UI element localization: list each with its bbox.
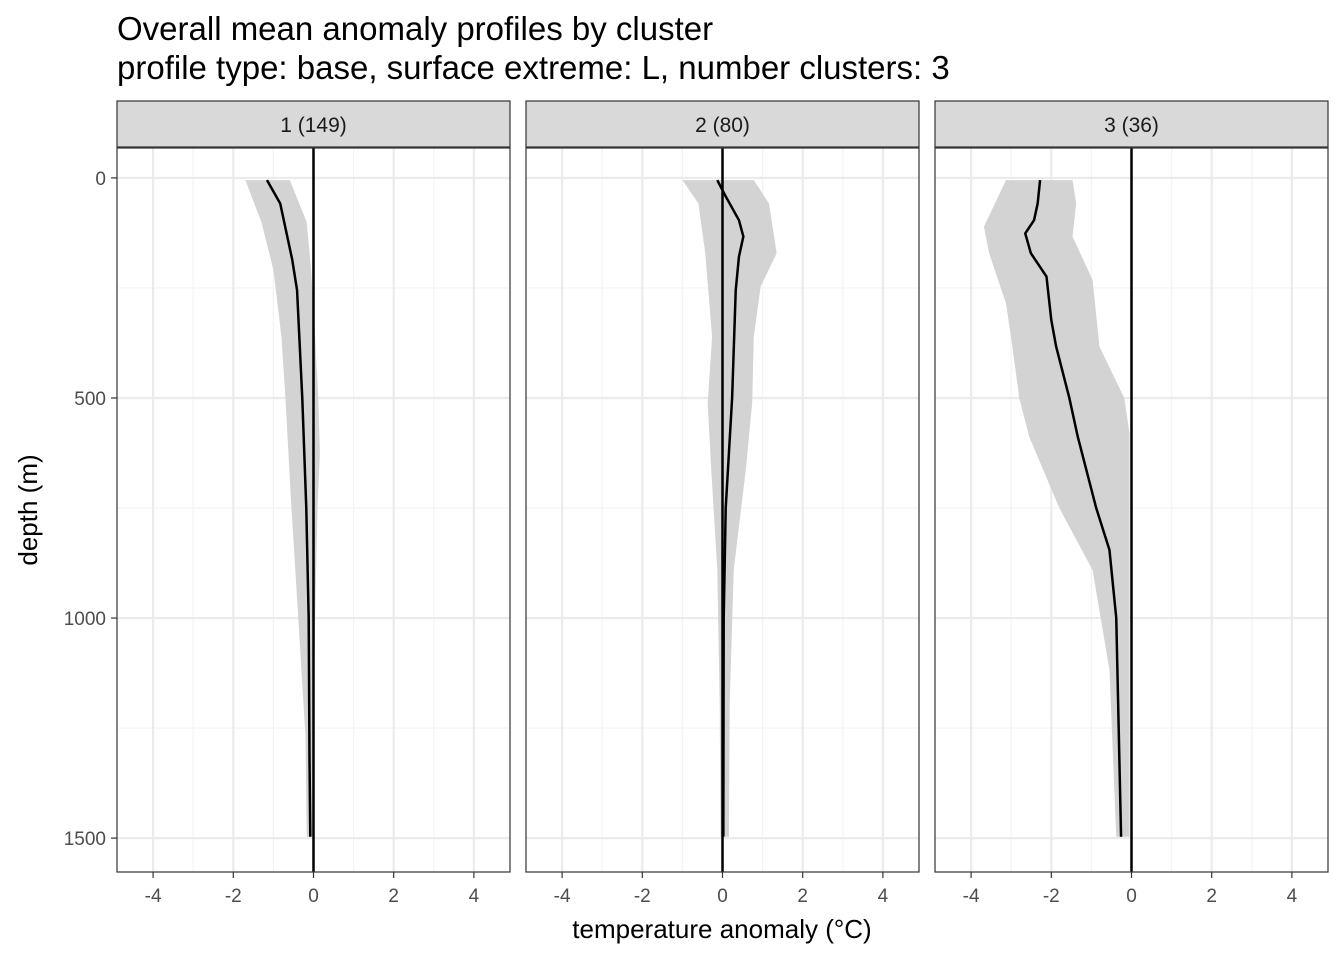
x-tick-label: 0 [717, 886, 728, 907]
panel-2: 2 (80) -4 -2 0 2 4 [525, 100, 920, 907]
x-tick-label: 2 [1206, 886, 1217, 907]
x-tick-label: 4 [469, 886, 480, 907]
x-tick-label: 0 [308, 886, 319, 907]
x-tick-label: -4 [145, 886, 162, 907]
y-tick-label: 1500 [64, 829, 106, 850]
x-axis-title: temperature anomaly (°C) [572, 914, 871, 944]
x-tick-label: 4 [1287, 886, 1298, 907]
facet-strip-label: 1 (149) [280, 114, 347, 137]
x-tick-label: -4 [554, 886, 571, 907]
facet-strip-label: 2 (80) [695, 114, 750, 137]
x-tick-label: 2 [797, 886, 808, 907]
y-axis-title: depth (m) [13, 454, 43, 565]
mean-profile-line [1023, 180, 1123, 837]
facet-strip-label: 3 (36) [1104, 114, 1159, 137]
panel-1: 1 (149) -4 -2 0 2 4 0 500 1000 1500 [64, 100, 511, 907]
confidence-ribbon [983, 180, 1130, 837]
panel-3: 3 (36) -4 -2 0 2 4 [934, 100, 1329, 907]
facet-strip [116, 100, 511, 148]
y-tick-label: 1000 [64, 609, 106, 630]
y-tick-label: 500 [74, 389, 106, 410]
mean-profile-line [265, 179, 312, 837]
mean-profile-line [716, 179, 745, 837]
x-tick-label: 0 [1126, 886, 1137, 907]
facet-strip [934, 100, 1329, 148]
x-tick-label: -2 [634, 886, 651, 907]
x-tick-label: 2 [388, 886, 399, 907]
y-tick-label: 0 [95, 169, 106, 190]
facet-strip [525, 100, 920, 148]
chart-subtitle: profile type: base, surface extreme: L, … [117, 49, 950, 86]
confidence-ribbon [682, 180, 777, 837]
chart-title: Overall mean anomaly profiles by cluster [117, 10, 713, 47]
confidence-ribbon [245, 180, 320, 837]
x-tick-label: 4 [878, 886, 889, 907]
x-tick-label: -2 [1043, 886, 1060, 907]
x-tick-label: -2 [225, 886, 242, 907]
x-tick-label: -4 [963, 886, 980, 907]
